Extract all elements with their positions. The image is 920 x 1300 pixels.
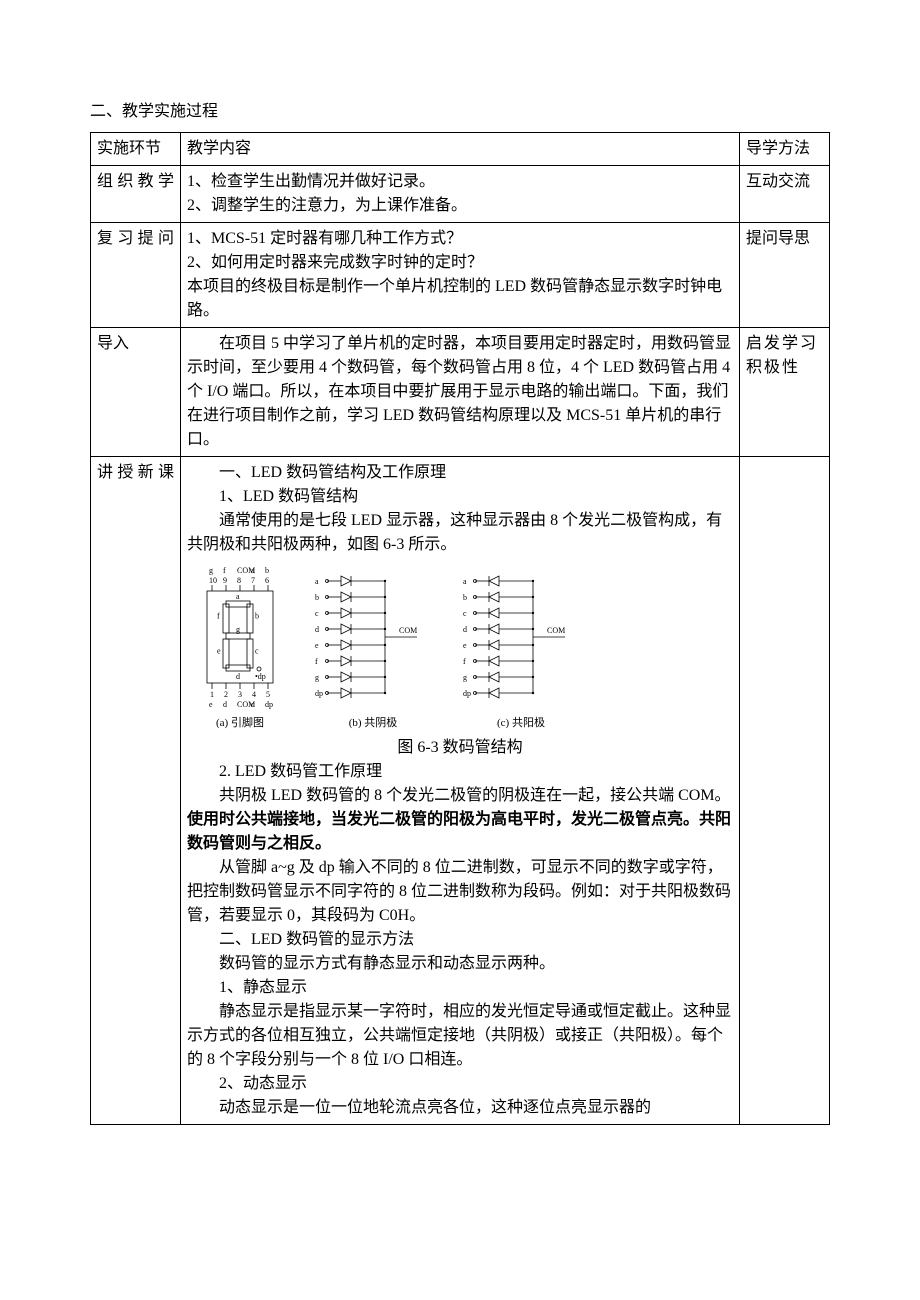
svg-text:f: f: [217, 612, 220, 621]
seven-seg-pinout-svg: g10f9COM8a7b6abcdefg•dp1e2d3COM4c5dp: [195, 563, 285, 713]
content-text: 共阴极 LED 数码管的 8 个发光二极管的阴极连在一起，接公共端 COM。: [219, 787, 731, 804]
svg-text:d: d: [463, 625, 467, 634]
svg-text:e: e: [209, 700, 213, 709]
svg-text:dp: dp: [265, 700, 273, 709]
content-line: 2. LED 数码管工作原理: [187, 760, 733, 784]
table-row: 导入 在项目 5 中学习了单片机的定时器，本项目要用定时器定时，用数码管显示时间…: [91, 328, 830, 457]
table-row: 复习提问 1、MCS-51 定时器有哪几种工作方式？ 2、如何用定时器来完成数字…: [91, 223, 830, 328]
svg-text:d: d: [236, 672, 240, 681]
svg-text:a: a: [236, 592, 240, 601]
subfig-c: abcdefg dp COM (c) 共阳极: [461, 563, 581, 732]
svg-text:4: 4: [252, 690, 256, 699]
row-label: 复习提问: [91, 223, 181, 328]
svg-text:9: 9: [223, 576, 227, 585]
common-cathode-svg: abcdefg dp COM: [313, 563, 433, 713]
row-content: 1、检查学生出勤情况并做好记录。 2、调整学生的注意力，为上课作准备。: [181, 166, 740, 223]
svg-text:dp: dp: [315, 689, 323, 698]
svg-text:b: b: [255, 612, 259, 621]
svg-text:10: 10: [209, 576, 217, 585]
svg-text:c: c: [463, 609, 467, 618]
content-text-bold: 使用时公共端接地，当发光二极管的阳极为高电平时，发光二极管点亮。共阳数码管则与之…: [187, 811, 731, 852]
row-label: 讲授新课: [91, 457, 181, 1125]
header-col1: 实施环节: [91, 133, 181, 166]
svg-text:e: e: [315, 641, 319, 650]
svg-text:a: a: [315, 577, 319, 586]
svg-text:5: 5: [266, 690, 270, 699]
svg-text:COM: COM: [399, 626, 417, 635]
content-line: 1、检查学生出勤情况并做好记录。: [187, 170, 733, 194]
row-method: 互动交流: [740, 166, 830, 223]
table-header-row: 实施环节 教学内容 导学方法: [91, 133, 830, 166]
svg-text:2: 2: [224, 690, 228, 699]
subfig-a: g10f9COM8a7b6abcdefg•dp1e2d3COM4c5dp (a)…: [195, 563, 285, 732]
svg-text:1: 1: [210, 690, 214, 699]
svg-text:g: g: [463, 673, 467, 682]
svg-text:3: 3: [238, 690, 242, 699]
row-label: 导入: [91, 328, 181, 457]
subfig-b: abcdefg dp COM (b) 共阴极: [313, 563, 433, 732]
lesson-table: 实施环节 教学内容 导学方法 组织教学 1、检查学生出勤情况并做好记录。 2、调…: [90, 132, 830, 1125]
svg-text:c: c: [251, 700, 255, 709]
svg-text:c: c: [315, 609, 319, 618]
figure-6-3: g10f9COM8a7b6abcdefg•dp1e2d3COM4c5dp (a)…: [187, 557, 733, 736]
svg-text:6: 6: [265, 576, 269, 585]
content-line: 一、LED 数码管结构及工作原理: [187, 461, 733, 485]
svg-text:d: d: [223, 700, 227, 709]
subfig-a-caption: (a) 引脚图: [195, 715, 285, 732]
svg-text:e: e: [463, 641, 467, 650]
svg-text:dp: dp: [463, 689, 471, 698]
content-line: 共阴极 LED 数码管的 8 个发光二极管的阴极连在一起，接公共端 COM。使用…: [187, 784, 733, 856]
svg-text:c: c: [255, 647, 259, 656]
row-method: 启发学习积极性: [740, 328, 830, 457]
content-line: 通常使用的是七段 LED 显示器，这种显示器由 8 个发光二极管构成，有共阴极和…: [187, 509, 733, 557]
svg-text:e: e: [217, 647, 221, 656]
svg-text:COM: COM: [547, 626, 565, 635]
header-col3: 导学方法: [740, 133, 830, 166]
header-col2: 教学内容: [181, 133, 740, 166]
svg-text:d: d: [315, 625, 319, 634]
svg-text:f: f: [223, 566, 226, 575]
svg-text:•dp: •dp: [255, 672, 266, 681]
content-line: 二、LED 数码管的显示方法: [187, 928, 733, 952]
svg-text:a: a: [251, 566, 255, 575]
svg-text:7: 7: [251, 576, 255, 585]
content-line: 在项目 5 中学习了单片机的定时器，本项目要用定时器定时，用数码管显示时间，至少…: [187, 332, 733, 452]
section-heading: 二、教学实施过程: [90, 100, 830, 124]
content-line: 静态显示是指显示某一字符时，相应的发光恒定导通或恒定截止。这种显示方式的各位相互…: [187, 1000, 733, 1072]
svg-text:f: f: [463, 657, 466, 666]
row-method: 提问导思: [740, 223, 830, 328]
svg-text:g: g: [236, 625, 240, 634]
row-label: 组织教学: [91, 166, 181, 223]
content-line: 从管脚 a~g 及 dp 输入不同的 8 位二进制数，可显示不同的数字或字符，把…: [187, 856, 733, 928]
svg-text:b: b: [265, 566, 269, 575]
content-line: 数码管的显示方式有静态显示和动态显示两种。: [187, 952, 733, 976]
row-content: 1、MCS-51 定时器有哪几种工作方式？ 2、如何用定时器来完成数字时钟的定时…: [181, 223, 740, 328]
svg-text:8: 8: [237, 576, 241, 585]
subfig-c-caption: (c) 共阳极: [461, 715, 581, 732]
svg-text:b: b: [315, 593, 319, 602]
table-row: 讲授新课 一、LED 数码管结构及工作原理 1、LED 数码管结构 通常使用的是…: [91, 457, 830, 1125]
row-content: 一、LED 数码管结构及工作原理 1、LED 数码管结构 通常使用的是七段 LE…: [181, 457, 740, 1125]
content-line: 2、调整学生的注意力，为上课作准备。: [187, 194, 733, 218]
table-row: 组织教学 1、检查学生出勤情况并做好记录。 2、调整学生的注意力，为上课作准备。…: [91, 166, 830, 223]
content-line: 动态显示是一位一位地轮流点亮各位，这种逐位点亮显示器的: [187, 1096, 733, 1120]
common-anode-svg: abcdefg dp COM: [461, 563, 581, 713]
row-method: [740, 457, 830, 1125]
content-line: 2、如何用定时器来完成数字时钟的定时？: [187, 251, 733, 275]
content-line: 1、LED 数码管结构: [187, 485, 733, 509]
svg-text:g: g: [315, 673, 319, 682]
svg-text:f: f: [315, 657, 318, 666]
svg-text:g: g: [209, 566, 213, 575]
content-line: 1、静态显示: [187, 976, 733, 1000]
content-line: 1、MCS-51 定时器有哪几种工作方式？: [187, 227, 733, 251]
content-line: 2、动态显示: [187, 1072, 733, 1096]
subfig-b-caption: (b) 共阴极: [313, 715, 433, 732]
svg-text:b: b: [463, 593, 467, 602]
row-content: 在项目 5 中学习了单片机的定时器，本项目要用定时器定时，用数码管显示时间，至少…: [181, 328, 740, 457]
figure-caption: 图 6-3 数码管结构: [187, 736, 733, 760]
content-line: 本项目的终极目标是制作一个单片机控制的 LED 数码管静态显示数字时钟电路。: [187, 275, 733, 323]
svg-text:a: a: [463, 577, 467, 586]
